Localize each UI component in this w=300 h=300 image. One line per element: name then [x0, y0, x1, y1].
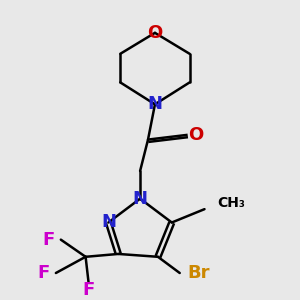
- Text: N: N: [101, 214, 116, 232]
- Text: O: O: [147, 24, 163, 42]
- Text: N: N: [133, 190, 148, 208]
- Text: CH₃: CH₃: [218, 196, 245, 210]
- Text: O: O: [188, 126, 203, 144]
- Text: N: N: [148, 95, 163, 113]
- Text: F: F: [43, 231, 55, 249]
- Text: F: F: [82, 281, 95, 299]
- Text: Br: Br: [188, 264, 210, 282]
- Text: F: F: [38, 264, 50, 282]
